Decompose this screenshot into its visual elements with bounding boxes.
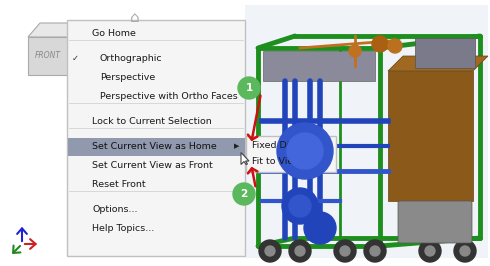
Circle shape [460, 246, 470, 256]
Text: Perspective: Perspective [99, 73, 155, 82]
Circle shape [277, 123, 333, 179]
Circle shape [233, 183, 255, 205]
Circle shape [287, 133, 323, 169]
Polygon shape [28, 23, 80, 37]
Circle shape [370, 246, 380, 256]
Circle shape [334, 240, 356, 262]
Polygon shape [28, 37, 68, 75]
FancyBboxPatch shape [246, 136, 336, 172]
Text: Orthographic: Orthographic [99, 54, 162, 63]
Circle shape [238, 77, 260, 99]
Text: Lock to Current Selection: Lock to Current Selection [92, 117, 212, 126]
FancyBboxPatch shape [388, 71, 473, 201]
Circle shape [340, 246, 350, 256]
Text: Fixed Distance: Fixed Distance [252, 142, 321, 151]
Circle shape [304, 212, 336, 244]
Circle shape [295, 246, 305, 256]
Circle shape [289, 195, 311, 217]
FancyBboxPatch shape [245, 5, 488, 258]
Text: ✓: ✓ [72, 54, 78, 63]
Text: 2: 2 [241, 189, 247, 199]
Circle shape [265, 246, 275, 256]
Text: ▶: ▶ [234, 143, 240, 149]
Circle shape [454, 240, 476, 262]
FancyBboxPatch shape [398, 201, 472, 243]
Polygon shape [68, 23, 80, 75]
Text: Options...: Options... [92, 205, 138, 214]
Text: Set Current View as Home: Set Current View as Home [92, 142, 217, 151]
Text: Set Current View as Front: Set Current View as Front [92, 161, 213, 170]
Circle shape [364, 240, 386, 262]
FancyBboxPatch shape [68, 138, 245, 156]
Text: Reset Front: Reset Front [92, 180, 146, 189]
Text: Perspective with Ortho Faces: Perspective with Ortho Faces [99, 92, 238, 101]
Polygon shape [388, 56, 488, 71]
Text: Go Home: Go Home [92, 29, 136, 38]
Text: 1: 1 [245, 83, 253, 93]
Text: FRONT: FRONT [35, 52, 61, 60]
FancyBboxPatch shape [67, 20, 245, 256]
Circle shape [419, 240, 441, 262]
Circle shape [388, 39, 402, 53]
Circle shape [259, 240, 281, 262]
FancyBboxPatch shape [415, 38, 475, 68]
Text: ⌂: ⌂ [130, 10, 140, 25]
Circle shape [372, 36, 388, 52]
Circle shape [425, 246, 435, 256]
Text: Fit to View: Fit to View [252, 157, 301, 167]
Polygon shape [241, 152, 249, 164]
FancyBboxPatch shape [263, 51, 375, 81]
Circle shape [289, 240, 311, 262]
Text: Help Topics...: Help Topics... [92, 224, 155, 233]
Circle shape [349, 45, 361, 57]
Circle shape [282, 188, 318, 224]
